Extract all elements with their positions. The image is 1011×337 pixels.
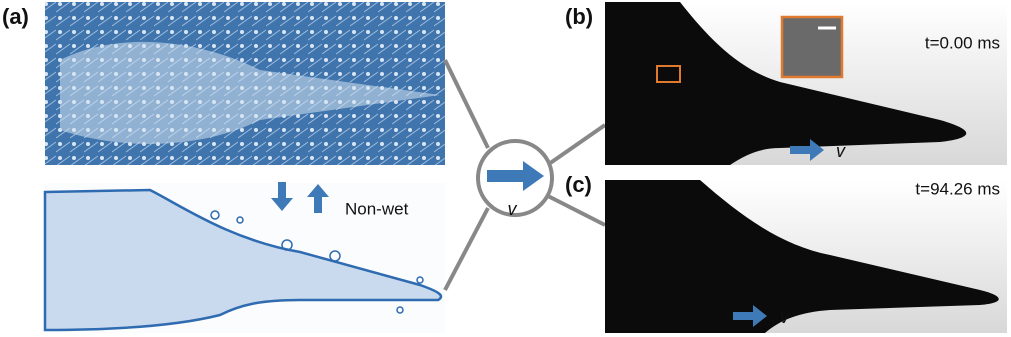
velocity-label: v: [508, 199, 518, 219]
velocity-label: v: [836, 141, 846, 161]
velocity-label: v: [780, 307, 790, 327]
caption: Non-wet: [345, 199, 409, 218]
panel-label: (c): [565, 172, 592, 197]
figure: (a) Non-wet v v (b) t=0.00 ms v (c) t=94…: [0, 0, 1011, 337]
time-label: t=94.26 ms: [915, 179, 1000, 198]
panel-label: (a): [2, 4, 29, 29]
time-label: t=0.00 ms: [925, 33, 1000, 52]
panel-label: (b): [565, 4, 593, 29]
inset: [782, 17, 842, 77]
